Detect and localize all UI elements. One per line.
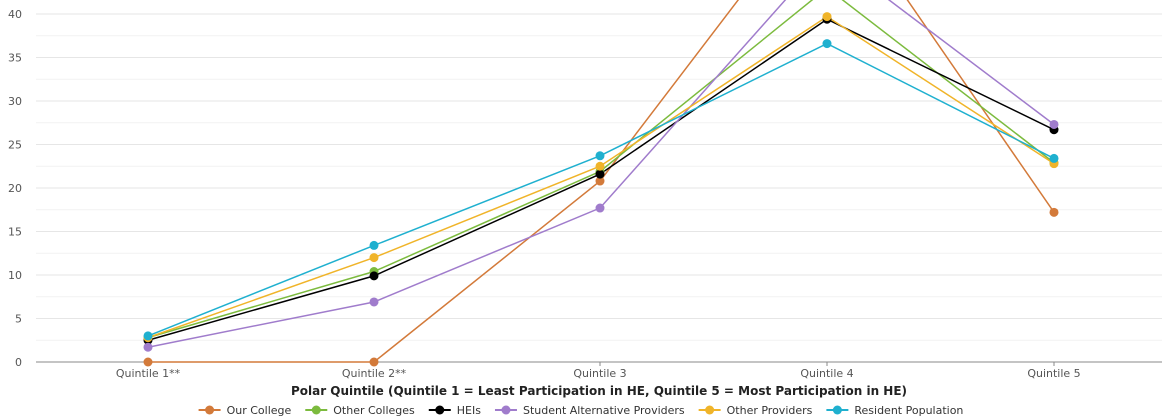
legend-item: Other Providers <box>698 404 813 417</box>
y-tick-label: 35 <box>8 52 22 65</box>
data-point <box>822 39 832 49</box>
legend-item: Resident Population <box>826 404 963 417</box>
y-tick-label: 20 <box>8 182 22 195</box>
legend-item: HEIs <box>428 404 481 417</box>
x-tick-label: Quintile 3 <box>573 367 626 380</box>
x-tick-label: Quintile 1** <box>116 367 181 380</box>
legend-swatch-marker <box>311 405 321 415</box>
legend-label: Student Alternative Providers <box>523 404 685 417</box>
legend-label: Resident Population <box>854 404 963 417</box>
x-tick-label: Quintile 2** <box>342 367 407 380</box>
data-point <box>1049 207 1059 217</box>
data-point <box>369 253 379 263</box>
data-point <box>143 331 153 341</box>
legend-item: Student Alternative Providers <box>494 404 685 417</box>
y-tick-label: 10 <box>8 269 22 282</box>
data-point <box>1049 153 1059 163</box>
y-tick-label: 0 <box>15 356 22 369</box>
data-point <box>369 357 379 367</box>
legend-item: Other Colleges <box>305 404 415 417</box>
legend-label: Other Providers <box>727 404 813 417</box>
data-point <box>595 151 605 161</box>
y-axis: 0 5 10 15 20 25 30 35 40 <box>8 8 22 369</box>
y-tick-label: 40 <box>8 8 22 21</box>
y-tick-label: 15 <box>8 226 22 239</box>
y-tick-label: 30 <box>8 95 22 108</box>
x-tick-label: Quintile 5 <box>1027 367 1080 380</box>
series-line <box>147 42 1055 337</box>
x-axis: Quintile 1** Quintile 2** Quintile 3 Quinti… <box>36 361 1162 380</box>
legend-swatch-marker <box>501 405 511 415</box>
x-axis-title: Polar Quintile (Quintile 1 = Least Parti… <box>291 384 907 398</box>
legend-swatch-marker <box>705 405 715 415</box>
data-point <box>595 161 605 171</box>
legend-label: HEIs <box>457 404 481 417</box>
data-point <box>595 203 605 213</box>
legend-label: Our College <box>227 404 292 417</box>
data-point <box>369 297 379 307</box>
legend: Our College Other Colleges HEIs Student Alt… <box>198 404 963 417</box>
x-tick-label: Quintile 4 <box>800 367 853 380</box>
legend-swatch-marker <box>832 405 842 415</box>
data-point <box>143 342 153 352</box>
data-point <box>369 271 379 281</box>
legend-label: Other Colleges <box>333 404 415 417</box>
data-point <box>595 169 605 179</box>
legend-item: Our College <box>198 404 292 417</box>
series-points <box>143 12 1059 367</box>
data-point <box>822 12 832 22</box>
y-tick-label: 5 <box>15 313 22 326</box>
y-tick-label: 25 <box>8 139 22 152</box>
data-point <box>143 357 153 367</box>
legend-swatch-marker <box>205 405 215 415</box>
gridlines <box>36 13 1162 341</box>
data-point <box>595 176 605 186</box>
legend-swatch-marker <box>435 405 445 415</box>
data-point <box>369 240 379 250</box>
data-point <box>1049 119 1059 129</box>
